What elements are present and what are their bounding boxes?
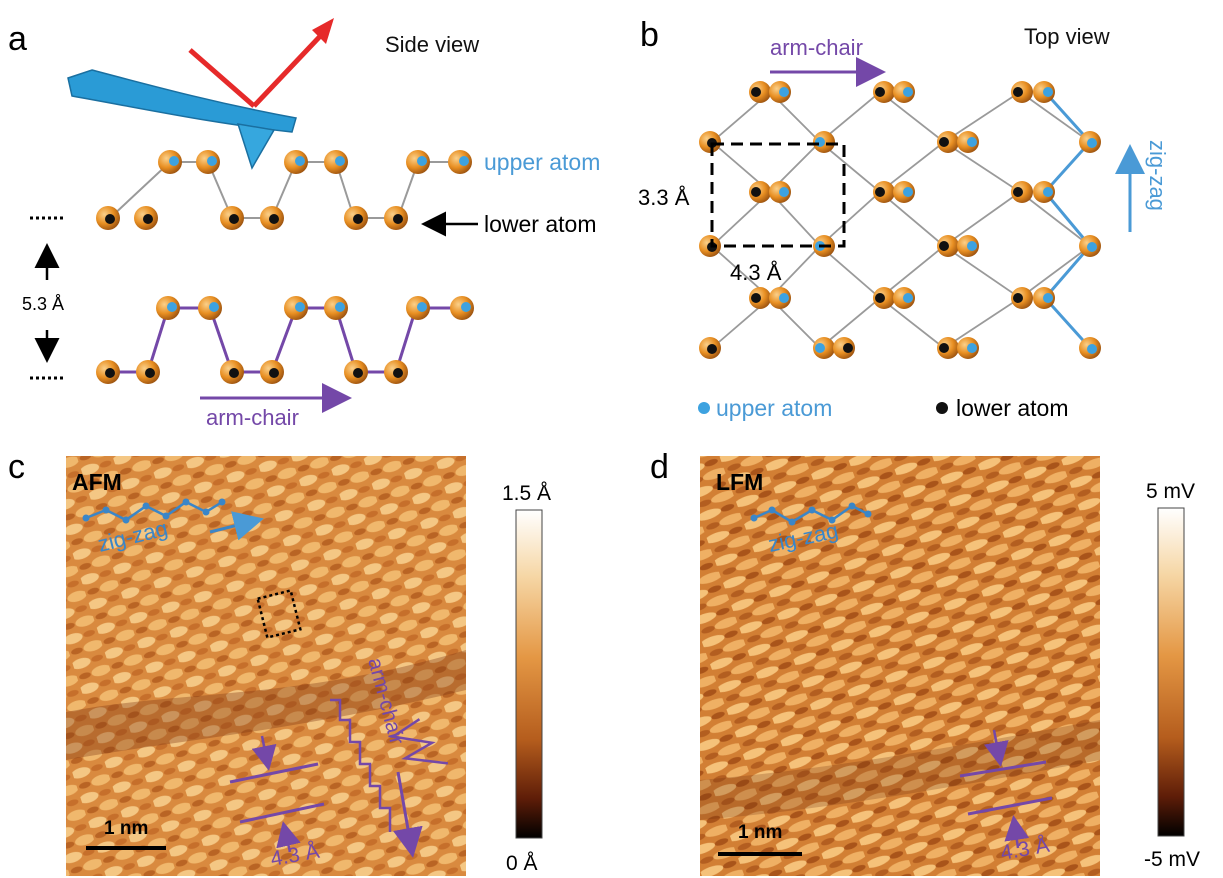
panel-a: a Side view [8, 18, 600, 430]
period-line-2-d [967, 796, 1053, 816]
zigzag-overlay-c [85, 500, 223, 522]
period-arrow-bottom-d [1004, 815, 1030, 849]
legend-upper-dot [698, 402, 710, 414]
colorbar-max-c: 1.5 Å [502, 482, 551, 505]
panel-d: d LFM zig-zag 4.3 Å 1 nm 5 mV -5 mV [650, 448, 1200, 876]
panel-a-title: Side view [385, 32, 479, 57]
panel-d-label: d [650, 448, 669, 486]
unit-cell-width-label: 4.3 Å [730, 260, 782, 285]
colorbar-min-d: -5 mV [1144, 848, 1200, 871]
lattice-atoms [699, 81, 1101, 359]
period-arrow-top-d [984, 729, 1009, 767]
legend-lower-label: lower atom [956, 395, 1068, 421]
lfm-mode-label: LFM [716, 469, 763, 495]
upper-layer-atoms [96, 150, 472, 230]
scalebar-label-c: 1 nm [104, 818, 148, 839]
panel-b-title: Top view [1024, 24, 1110, 49]
legend-upper-label: upper atom [716, 395, 832, 421]
afm-image [66, 456, 466, 876]
unit-cell-overlay [256, 588, 302, 640]
zigzag-overlay-d-dots [750, 502, 872, 526]
cantilever-icon [67, 69, 297, 170]
colorbar-c [515, 509, 543, 839]
zigzag-path [1042, 90, 1093, 350]
period-line-1-d [959, 760, 1047, 778]
armchair-step-path [330, 698, 392, 832]
panel-b: b Top view arm-chair [638, 16, 1170, 421]
armchair-overlay [389, 718, 449, 765]
upper-atom-label: upper atom [484, 149, 600, 175]
colorbar-d [1157, 507, 1185, 837]
colorbar-min-c: 0 Å [506, 852, 538, 875]
unit-cell-box [710, 142, 846, 248]
laser-beam-icon [188, 18, 334, 108]
unit-cell-height-label: 3.3 Å [638, 185, 690, 210]
legend-lower-dot [936, 402, 948, 414]
armchair-label-a: arm-chair [206, 405, 299, 430]
period-arrow-top-c [251, 735, 277, 771]
lower-atom-label: lower atom [484, 211, 596, 237]
period-line-2-c [239, 802, 325, 824]
layer-spacing-label: 5.3 Å [22, 294, 64, 314]
lattice-bonds [711, 90, 1091, 350]
period-line-1-c [229, 762, 319, 784]
afm-mode-label: AFM [72, 469, 122, 495]
panel-c: c AFM zig-zag arm-chair 4.3 Å 1 nm 1.5 Å… [8, 448, 551, 876]
zigzag-label-b: zig-zag [1145, 140, 1170, 211]
period-arrow-bottom-c [276, 821, 301, 853]
armchair-arrow-c [393, 771, 423, 858]
zigzag-overlay-c-dots [82, 498, 226, 524]
armchair-label-b: arm-chair [770, 35, 863, 60]
afm-dark-band [66, 650, 466, 760]
panel-b-label: b [640, 16, 659, 54]
zigzag-arrow-c [209, 511, 264, 541]
lfm-image [700, 456, 1100, 876]
panel-c-label: c [8, 448, 25, 486]
scalebar-label-d: 1 nm [738, 822, 782, 843]
panel-a-label: a [8, 20, 27, 58]
lower-layer-atoms [96, 296, 474, 384]
colorbar-max-d: 5 mV [1146, 480, 1195, 503]
